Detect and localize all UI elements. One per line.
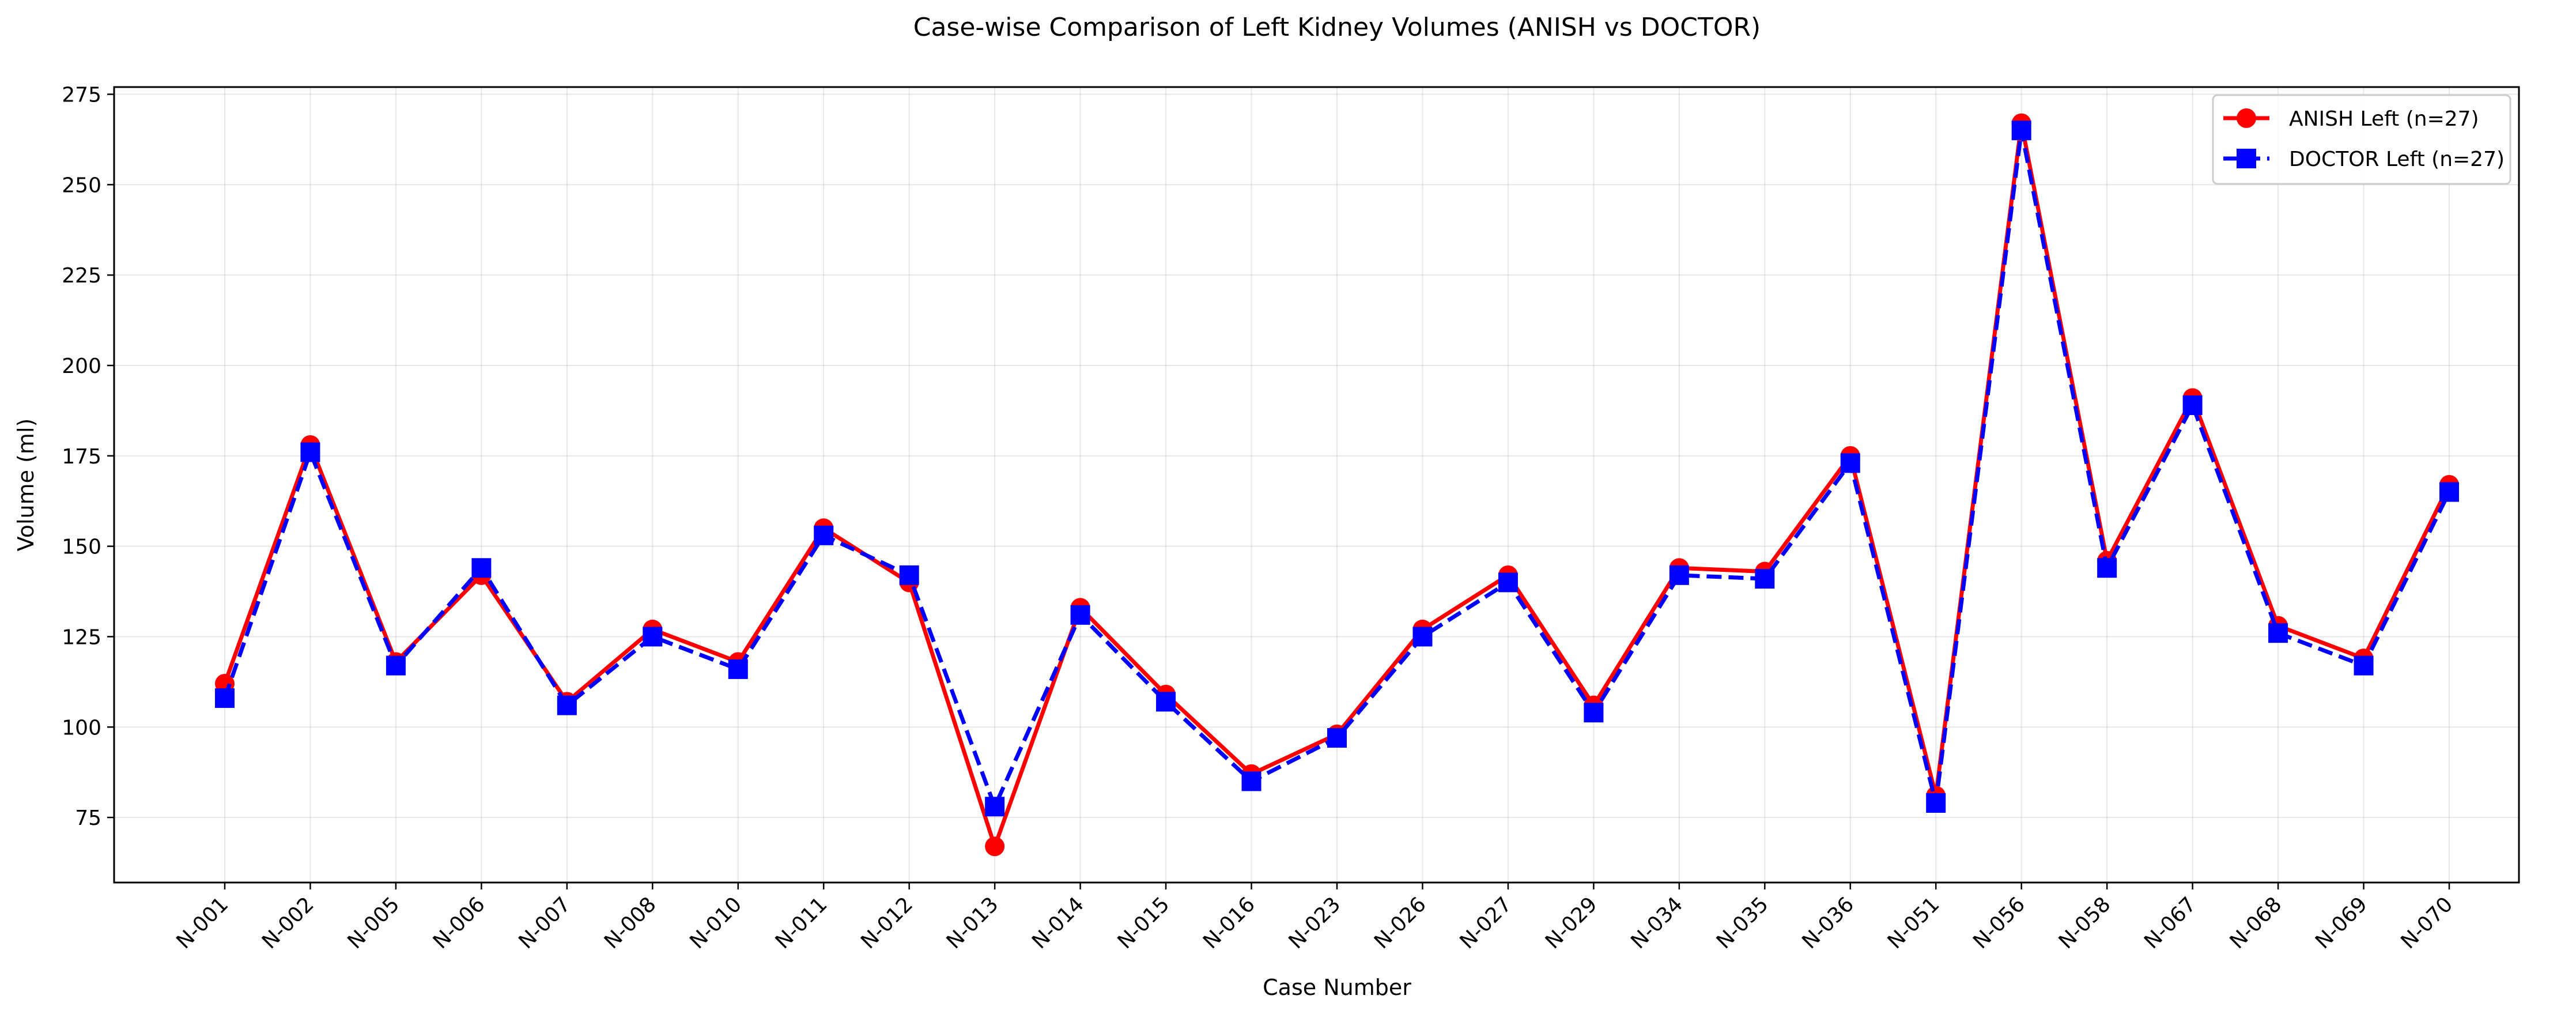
series-layer	[215, 113, 2459, 857]
x-tick-label: N-051	[1883, 892, 1944, 953]
x-tick-label: N-027	[1455, 892, 1516, 953]
data-point	[643, 627, 663, 647]
data-point	[1926, 793, 1946, 813]
x-axis-label: Case Number	[1263, 975, 1411, 1000]
x-axis: N-001 N-002 N-005 N-006 N-007 N-008 N-010 N-011…	[172, 883, 2458, 953]
data-point	[2354, 655, 2374, 676]
data-point	[1412, 627, 1433, 647]
data-point	[1070, 605, 1090, 625]
data-point	[814, 525, 834, 545]
x-tick-label: N-016	[1199, 892, 1260, 953]
x-tick-label: N-015	[1113, 892, 1174, 953]
y-axis-label: Volume (ml)	[13, 418, 39, 552]
x-tick-label: N-008	[600, 892, 661, 953]
x-tick-label: N-068	[2226, 892, 2287, 953]
data-point	[2182, 395, 2203, 415]
grid-lines	[114, 87, 2519, 883]
y-tick-label: 150	[62, 536, 101, 559]
x-tick-label: N-010	[685, 892, 746, 953]
legend-marker	[2237, 108, 2256, 128]
data-point	[471, 558, 492, 578]
data-point	[386, 655, 406, 676]
x-tick-label: N-067	[2140, 892, 2201, 953]
y-tick-label: 100	[62, 716, 101, 740]
data-point	[985, 836, 1005, 857]
chart-title: Case-wise Comparison of Left Kidney Volu…	[913, 13, 1761, 42]
legend-label: ANISH Left (n=27)	[2289, 107, 2479, 131]
data-point	[1498, 572, 1518, 593]
y-tick-label: 75	[75, 806, 101, 830]
data-point	[557, 695, 577, 715]
data-point	[899, 565, 919, 585]
data-point	[1241, 771, 1261, 791]
x-tick-label: N-069	[2311, 892, 2372, 953]
legend: ANISH Left (n=27) DOCTOR Left (n=27)	[2212, 94, 2511, 185]
x-tick-label: N-029	[1541, 892, 1602, 953]
x-tick-label: N-034	[1626, 892, 1687, 953]
x-tick-label: N-011	[771, 892, 832, 953]
data-point	[2011, 120, 2031, 141]
x-tick-label: N-007	[514, 892, 575, 953]
x-tick-label: N-070	[2397, 892, 2458, 953]
data-point	[1156, 692, 1176, 712]
x-tick-label: N-026	[1370, 892, 1431, 953]
x-tick-label: N-035	[1712, 892, 1773, 953]
x-tick-label: N-056	[1969, 892, 2030, 953]
x-tick-label: N-012	[856, 892, 917, 953]
data-point	[2439, 482, 2459, 502]
data-point	[2268, 623, 2288, 643]
y-tick-label: 200	[62, 355, 101, 378]
data-point	[1755, 569, 1775, 589]
y-tick-label: 175	[62, 445, 101, 469]
plot-area	[113, 86, 2520, 884]
data-point	[2097, 558, 2117, 578]
data-point	[1327, 728, 1347, 748]
series-doctor	[215, 120, 2459, 817]
x-tick-label: N-006	[429, 892, 490, 953]
y-tick-label: 125	[62, 625, 101, 649]
legend-marker	[2237, 149, 2256, 168]
y-axis: 75 100 125 150 175 200 225 250 275	[62, 84, 114, 830]
legend-label: DOCTOR Left (n=27)	[2289, 148, 2505, 171]
y-tick-label: 225	[62, 264, 101, 288]
y-tick-label: 275	[62, 84, 101, 107]
data-point	[1584, 703, 1604, 723]
data-point	[728, 659, 748, 679]
x-tick-label: N-023	[1285, 892, 1346, 953]
data-point	[215, 688, 235, 708]
x-tick-label: N-001	[172, 892, 233, 953]
data-point	[985, 797, 1005, 817]
x-tick-label: N-036	[1797, 892, 1859, 953]
y-tick-label: 250	[62, 174, 101, 197]
x-tick-label: N-058	[2054, 892, 2116, 953]
data-point	[300, 442, 320, 462]
x-tick-label: N-002	[258, 892, 319, 953]
data-point	[1840, 453, 1860, 473]
legend-box	[2212, 94, 2511, 185]
x-tick-label: N-014	[1028, 892, 1089, 953]
x-tick-label: N-013	[942, 892, 1003, 953]
x-tick-label: N-005	[343, 892, 404, 953]
data-point	[1669, 565, 1689, 585]
